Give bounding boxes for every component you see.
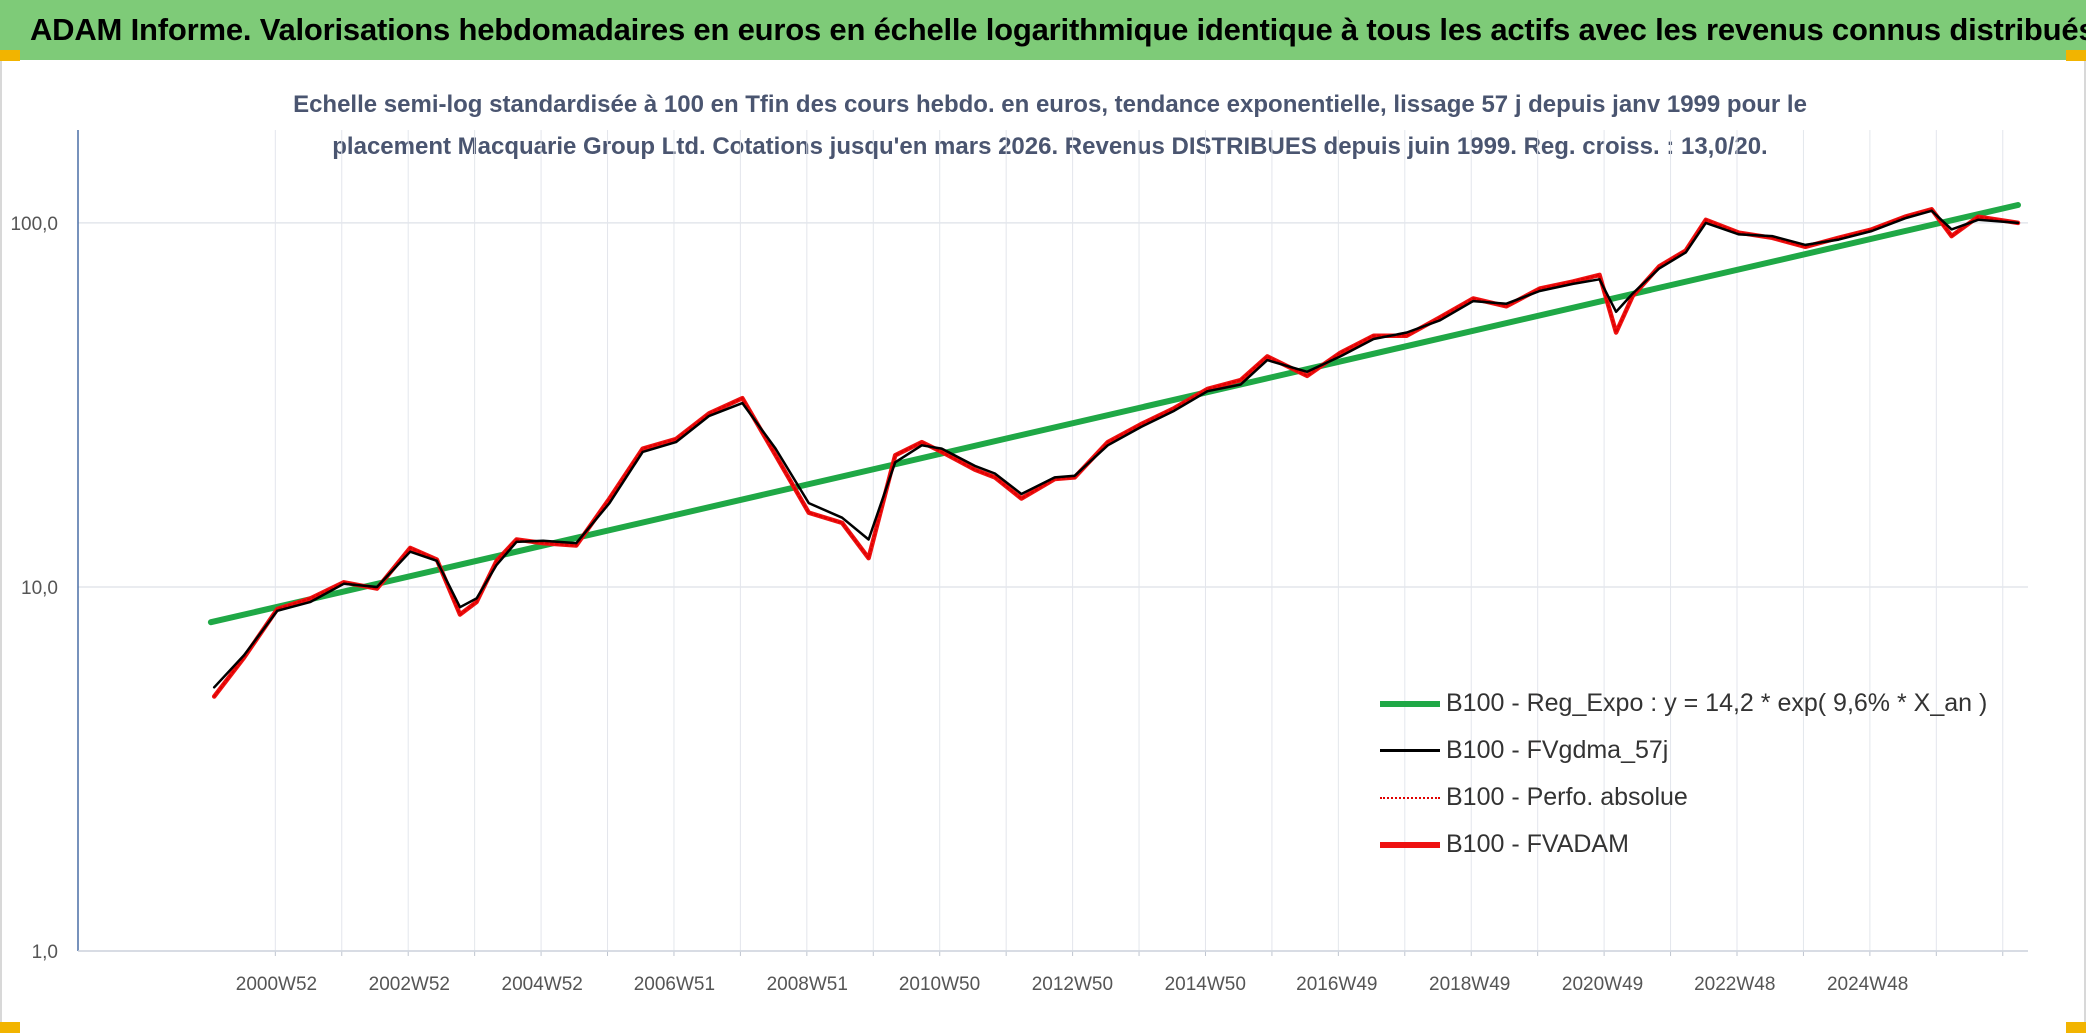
chart-frame	[0, 60, 2086, 1033]
legend-swatch-smoothed	[1380, 749, 1440, 752]
series-line-smoothed	[212, 209, 2020, 689]
x-tick-label: 2010W50	[899, 974, 980, 995]
series-line-fvadam	[211, 207, 2021, 699]
title-banner: ADAM Informe. Valorisations hebdomadaire…	[0, 0, 2086, 60]
x-tick-label: 2002W52	[369, 974, 450, 995]
series-line-perfo	[213, 208, 2019, 698]
x-tick-label: 2024W48	[1827, 974, 1908, 995]
y-tick-label: 100,0	[10, 214, 58, 235]
legend-label-perfo: B100 - Perfo. absolue	[1446, 783, 1688, 811]
x-tick-label: 2018W49	[1429, 974, 1510, 995]
legend-label-fvadam: B100 - FVADAM	[1446, 830, 1629, 858]
corner-marker-bottom-left	[0, 1022, 20, 1033]
legend-item-smoothed: B100 - FVgdma_57j	[1380, 727, 1987, 774]
y-tick-label: 10,0	[21, 578, 58, 599]
subtitle-line-2: placement Macquarie Group Ltd. Cotations…	[332, 133, 1768, 160]
legend-item-perfo: B100 - Perfo. absolue	[1380, 774, 1987, 821]
legend-label-smoothed: B100 - FVgdma_57j	[1446, 736, 1669, 764]
x-tick-label: 2012W50	[1032, 974, 1113, 995]
legend-swatch-fvadam	[1380, 841, 1440, 848]
y-tick-label: 1,0	[32, 942, 58, 963]
x-tick-label: 2022W48	[1694, 974, 1775, 995]
legend-swatch-regression	[1380, 700, 1440, 707]
x-tick-label: 2014W50	[1165, 974, 1246, 995]
corner-marker-bottom-right	[2066, 1022, 2086, 1033]
subtitle-line-1: Echelle semi-log standardisée à 100 en T…	[293, 91, 1807, 118]
legend-item-regression: B100 - Reg_Expo : y = 14,2 * exp( 9,6% *…	[1380, 680, 1987, 727]
page-title: ADAM Informe. Valorisations hebdomadaire…	[30, 12, 2086, 47]
chart-legend: B100 - Reg_Expo : y = 14,2 * exp( 9,6% *…	[1380, 680, 1987, 868]
chart-subtitle: Echelle semi-log standardisée à 100 en T…	[180, 84, 1920, 168]
x-tick-label: 2006W51	[634, 974, 715, 995]
x-tick-label: 2004W52	[502, 974, 583, 995]
legend-item-fvadam: B100 - FVADAM	[1380, 821, 1987, 868]
x-tick-label: 2016W49	[1296, 974, 1377, 995]
series-line-regression	[207, 202, 2021, 626]
legend-label-regression: B100 - Reg_Expo : y = 14,2 * exp( 9,6% *…	[1446, 689, 1988, 717]
legend-swatch-perfo	[1380, 796, 1440, 799]
x-tick-label: 2000W52	[236, 974, 317, 995]
corner-marker-top-left	[0, 50, 20, 61]
x-tick-label: 2020W49	[1562, 974, 1643, 995]
x-tick-label: 2008W51	[767, 974, 848, 995]
corner-marker-top-right	[2066, 50, 2086, 61]
